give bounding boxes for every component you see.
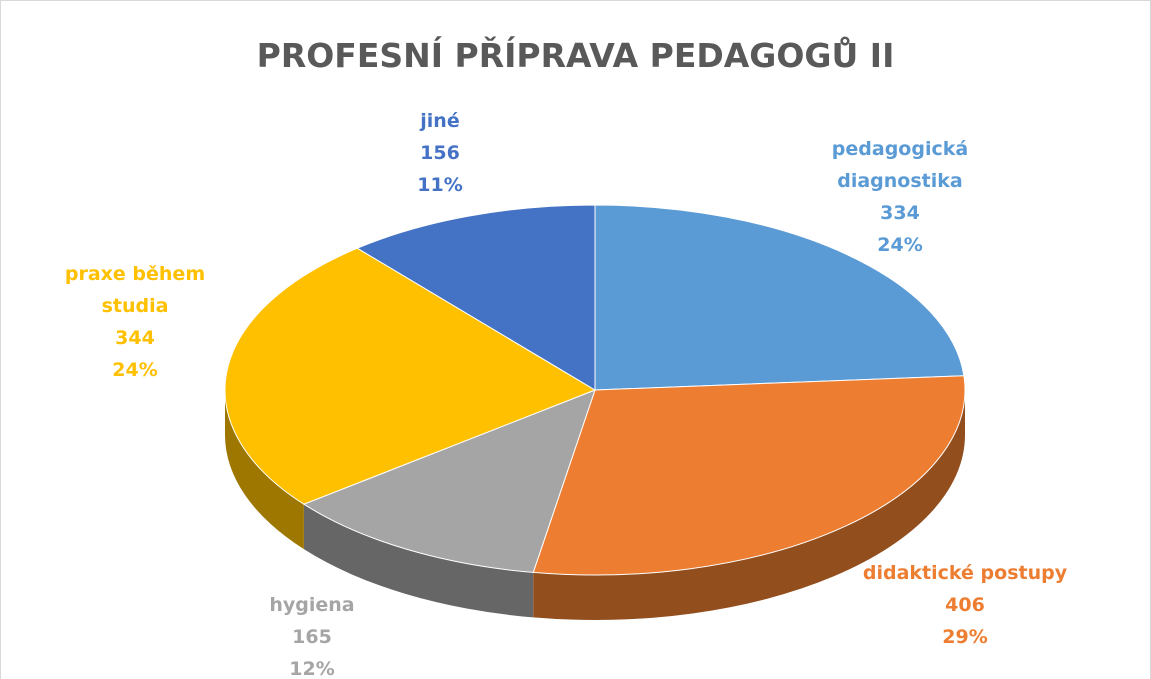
label-value: 334	[880, 202, 920, 224]
label-value: 156	[420, 142, 460, 164]
data-label: didaktické postupy 406 29%	[840, 557, 1090, 653]
chart-title: PROFESNÍ PŘÍPRAVA PEDAGOGŮ II	[256, 36, 895, 75]
label-category: hygiena	[269, 594, 355, 616]
data-label: pedagogická diagnostika 334 24%	[800, 133, 1000, 261]
slice-side	[225, 390, 304, 550]
data-label: praxe během studia 344 24%	[40, 258, 230, 386]
label-percent: 24%	[877, 234, 923, 256]
slice	[224, 247, 597, 505]
label-percent: 12%	[289, 658, 335, 679]
label-category: praxe během studia	[64, 263, 206, 317]
label-percent: 29%	[942, 626, 988, 648]
label-category: didaktické postupy	[862, 562, 1068, 584]
label-category: pedagogická diagnostika	[831, 138, 969, 192]
label-percent: 24%	[112, 359, 158, 381]
data-label: hygiena 165 12%	[212, 589, 412, 679]
slice-side	[303, 504, 534, 618]
slice-side	[533, 390, 966, 620]
label-category: jiné	[420, 110, 460, 132]
slice	[532, 375, 966, 576]
data-label: jiné 156 11%	[360, 105, 520, 201]
label-value: 406	[945, 594, 985, 616]
label-value: 165	[292, 626, 332, 648]
label-percent: 11%	[417, 174, 463, 196]
slice	[302, 389, 596, 573]
slice	[594, 204, 965, 391]
slice	[356, 204, 596, 391]
label-value: 344	[115, 327, 155, 349]
